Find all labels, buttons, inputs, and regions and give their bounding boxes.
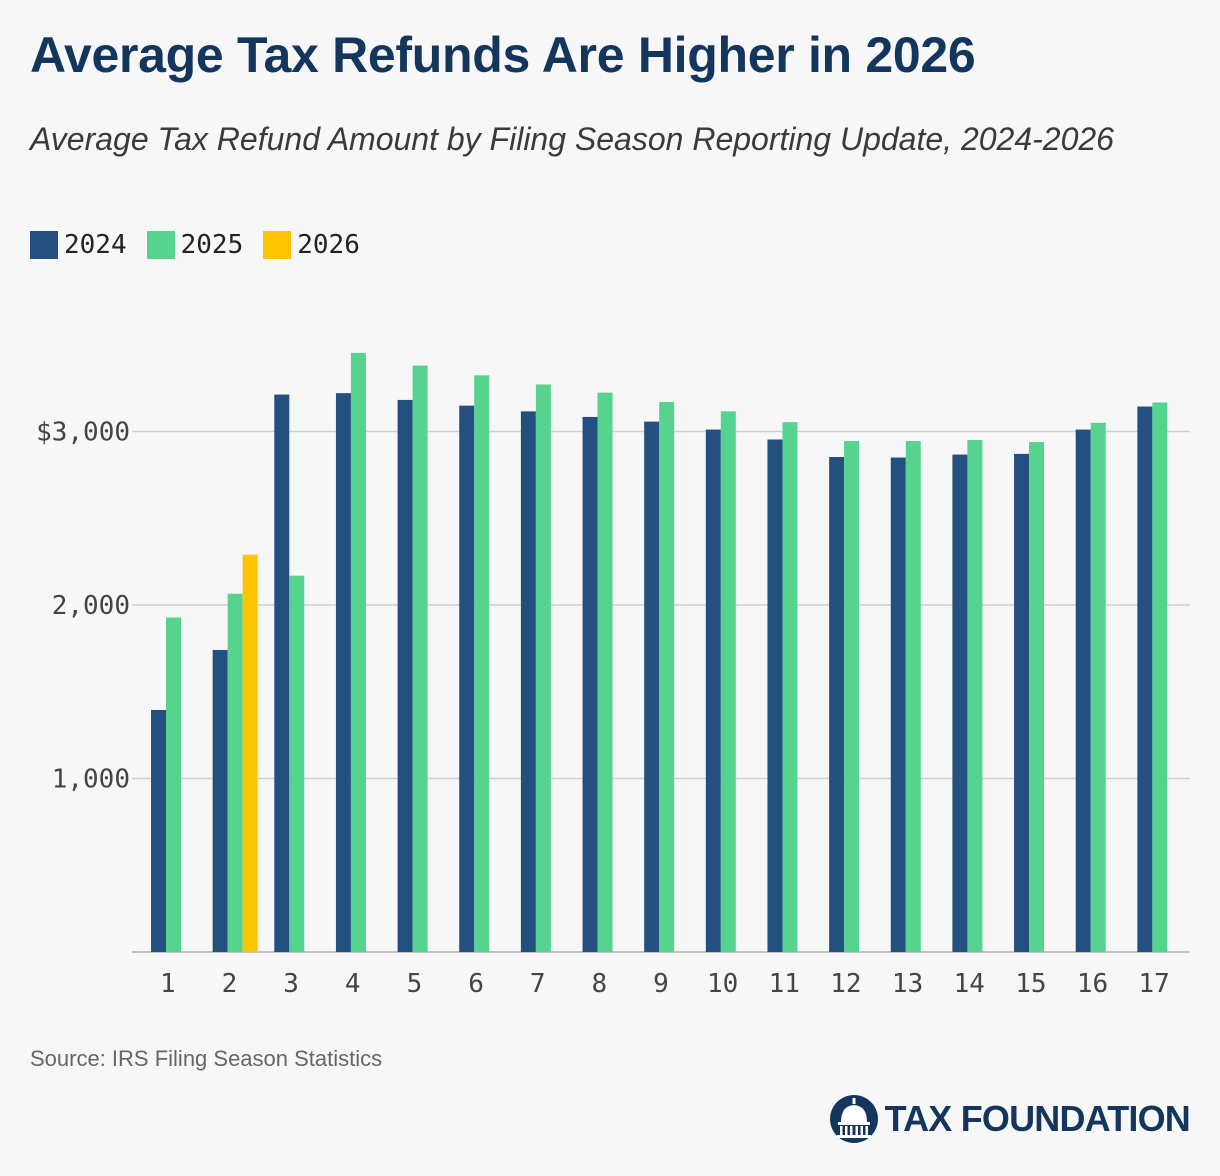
x-tick-label-12: 12 <box>830 969 861 999</box>
bar-2024-3 <box>274 394 290 952</box>
x-tick-label-5: 5 <box>407 969 423 999</box>
bar-2024-10 <box>705 429 721 952</box>
bar-2026-2 <box>242 554 258 952</box>
bar-2024-11 <box>767 439 783 953</box>
bar-2025-15 <box>1029 442 1045 952</box>
legend: 2024 2025 2026 <box>30 230 380 260</box>
bar-2024-1 <box>151 709 166 952</box>
chart-subtitle: Average Tax Refund Amount by Filing Seas… <box>30 121 1114 157</box>
bar-2024-7 <box>520 411 536 952</box>
legend-swatch-2026 <box>263 231 292 259</box>
logo-text: TAX FOUNDATION <box>884 1098 1191 1139</box>
bar-2024-16 <box>1075 429 1091 952</box>
y-tick-label-2000: 2,000 <box>52 591 130 621</box>
capitol-dome-icon <box>829 1095 878 1143</box>
bar-2025-11 <box>782 422 798 953</box>
tax-foundation-logo: TAX FOUNDATION <box>829 1094 1191 1144</box>
x-tick-label-14: 14 <box>954 969 985 999</box>
x-tick-label-6: 6 <box>468 969 484 999</box>
legend-swatch-2024 <box>30 231 58 259</box>
y-tick-label-3000: $3,000 <box>36 418 130 448</box>
bar-2025-6 <box>474 375 490 952</box>
legend-label-2025: 2025 <box>180 230 244 260</box>
x-tick-label-10: 10 <box>707 969 738 999</box>
bar-2024-8 <box>582 416 598 952</box>
bar-2024-17 <box>1137 406 1153 952</box>
bar-2025-10 <box>720 411 736 952</box>
bar-2025-8 <box>597 392 613 952</box>
x-tick-label-15: 15 <box>1015 969 1046 999</box>
legend-label-2024: 2024 <box>64 230 127 260</box>
source-note: Source: IRS Filing Season Statistics <box>30 1046 383 1071</box>
legend-item-2025: 2025 <box>146 230 244 260</box>
bar-2024-9 <box>644 421 660 953</box>
bar-2024-12 <box>829 457 845 952</box>
x-tick-label-4: 4 <box>345 969 361 999</box>
bar-2024-15 <box>1014 453 1030 952</box>
x-tick-label-11: 11 <box>769 969 800 999</box>
bar-2025-7 <box>535 384 551 952</box>
x-tick-label-13: 13 <box>892 969 923 999</box>
x-tick-label-16: 16 <box>1077 969 1108 999</box>
x-tick-label-2: 2 <box>222 969 238 999</box>
legend-label-2026: 2026 <box>297 230 360 260</box>
legend-item-2024: 2024 <box>30 230 127 260</box>
bar-2025-12 <box>844 441 860 952</box>
x-tick-label-3: 3 <box>283 969 299 999</box>
bar-2025-1 <box>166 617 181 952</box>
bar-2025-4 <box>350 352 366 952</box>
bar-2025-9 <box>659 402 675 952</box>
bar-2025-14 <box>967 440 983 952</box>
x-tick-label-7: 7 <box>530 969 546 999</box>
bar-2025-16 <box>1090 422 1106 952</box>
x-tick-label-8: 8 <box>592 969 608 999</box>
bar-2025-13 <box>905 441 921 952</box>
chart-title: Average Tax Refunds Are Higher in 2026 <box>30 27 976 83</box>
x-tick-label-17: 17 <box>1139 969 1170 999</box>
bar-2024-14 <box>952 454 968 952</box>
bar-2024-6 <box>459 405 475 952</box>
bar-2024-4 <box>335 393 351 952</box>
bar-2025-5 <box>412 365 428 952</box>
legend-item-2026: 2026 <box>263 230 360 260</box>
y-tick-label-1000: 1,000 <box>52 765 130 795</box>
x-tick-label-9: 9 <box>653 969 669 999</box>
bar-2025-2 <box>227 593 243 952</box>
bar-2025-3 <box>289 575 305 952</box>
bar-2025-17 <box>1152 402 1168 952</box>
bar-2024-13 <box>890 457 906 952</box>
legend-swatch-2025 <box>146 231 175 259</box>
bar-2024-2 <box>212 649 228 952</box>
bar-2024-5 <box>397 399 413 953</box>
x-tick-label-1: 1 <box>160 969 176 999</box>
